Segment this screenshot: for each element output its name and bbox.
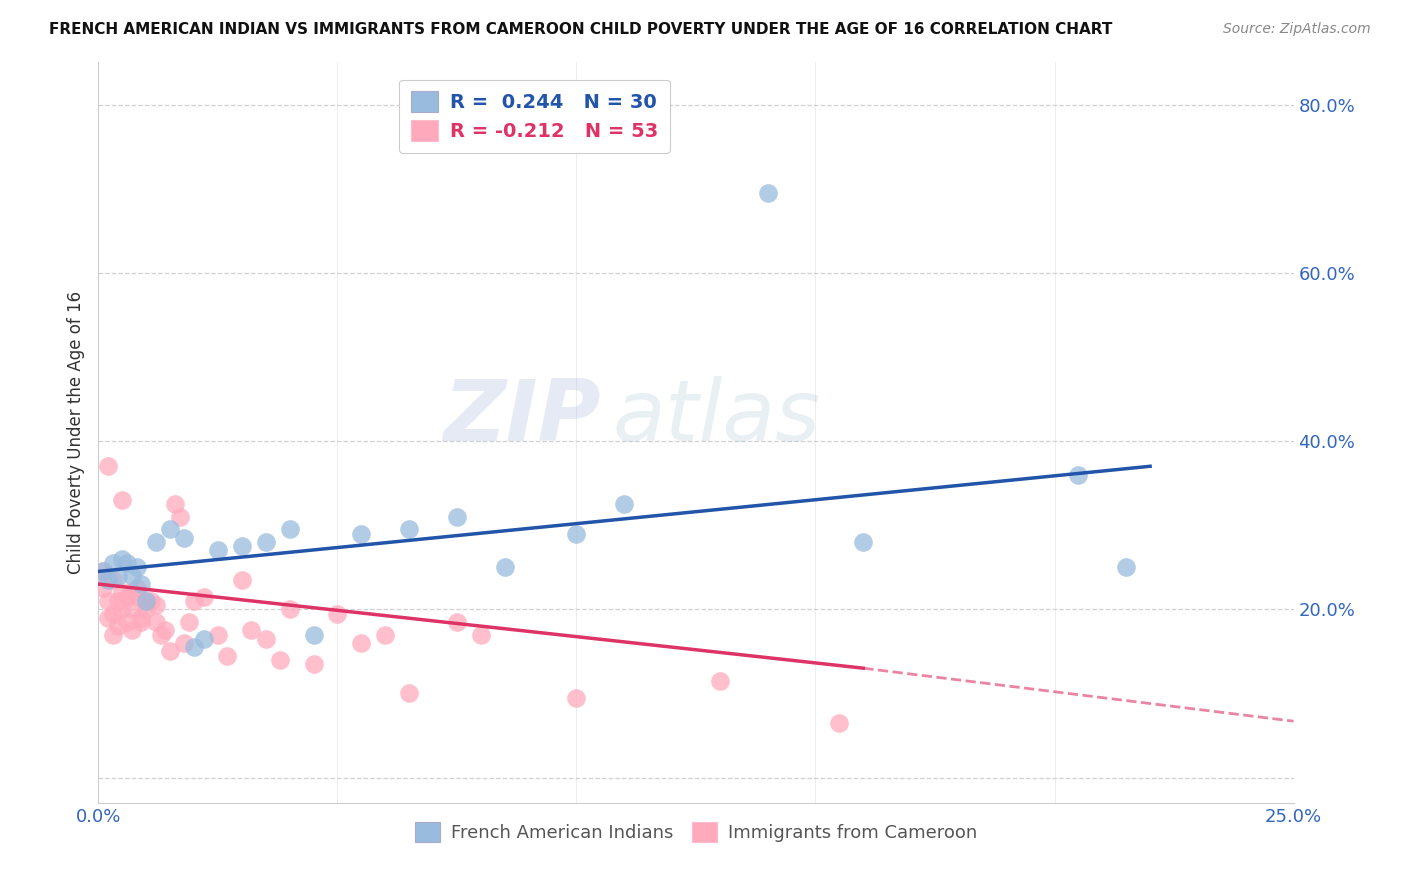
Point (269, 653, 291, 667)
Point (159, 522, 181, 536)
Point (111, 551, 134, 566)
Point (111, 585, 134, 599)
Point (254, 535, 277, 549)
Point (91, 565, 114, 579)
Point (709, 673, 731, 688)
Point (302, 627, 325, 641)
Point (101, 607, 124, 621)
Point (613, 497, 636, 511)
Point (350, 636, 373, 650)
Point (254, 632, 277, 646)
Point (169, 509, 191, 524)
Point (565, 526, 588, 541)
Point (446, 615, 468, 629)
Point (125, 590, 148, 604)
Point (131, 577, 153, 591)
Point (163, 497, 186, 511)
Point (217, 648, 239, 663)
Point (828, 715, 851, 730)
Point (302, 657, 325, 671)
Point (565, 690, 588, 705)
Point (101, 573, 124, 587)
Point (115, 556, 138, 570)
Point (121, 585, 143, 599)
Point (494, 560, 516, 574)
Point (149, 627, 172, 641)
Point (145, 535, 167, 549)
Point (115, 590, 138, 604)
Legend: French American Indians, Immigrants from Cameroon: French American Indians, Immigrants from… (404, 812, 988, 853)
Point (159, 644, 181, 658)
Point (852, 535, 875, 549)
Point (135, 594, 157, 608)
Point (240, 624, 263, 638)
Point (125, 581, 148, 595)
Point (135, 602, 157, 616)
Point (155, 624, 177, 638)
Y-axis label: Child Poverty Under the Age of 16: Child Poverty Under the Age of 16 (66, 291, 84, 574)
Point (131, 615, 153, 629)
Point (446, 509, 468, 524)
Text: Source: ZipAtlas.com: Source: ZipAtlas.com (1223, 22, 1371, 37)
Point (173, 531, 195, 545)
Point (756, 186, 779, 200)
Point (470, 627, 492, 641)
Point (1115, 560, 1137, 574)
Point (121, 568, 143, 582)
Point (231, 573, 253, 587)
Point (131, 610, 153, 624)
Point (91, 565, 114, 579)
Point (125, 560, 148, 574)
Point (97, 610, 120, 624)
Text: atlas: atlas (613, 376, 820, 459)
Point (97, 594, 120, 608)
Point (374, 627, 396, 641)
Point (121, 602, 143, 616)
Text: ZIP: ZIP (443, 376, 600, 459)
Point (1067, 467, 1090, 482)
Point (107, 568, 129, 582)
Point (207, 543, 229, 558)
Point (97, 459, 120, 474)
Point (107, 619, 129, 633)
Point (398, 522, 420, 536)
Point (326, 607, 349, 621)
Point (101, 556, 124, 570)
Point (350, 526, 373, 541)
Point (231, 539, 253, 553)
Point (111, 492, 134, 507)
Point (145, 615, 167, 629)
Point (278, 602, 301, 616)
Point (145, 598, 167, 612)
Point (101, 627, 124, 641)
Point (278, 522, 301, 536)
Point (193, 590, 215, 604)
Point (97, 573, 120, 587)
Point (183, 594, 205, 608)
Point (183, 640, 205, 655)
Point (207, 627, 229, 641)
Text: FRENCH AMERICAN INDIAN VS IMMIGRANTS FROM CAMEROON CHILD POVERTY UNDER THE AGE O: FRENCH AMERICAN INDIAN VS IMMIGRANTS FRO… (49, 22, 1112, 37)
Point (91, 581, 114, 595)
Point (121, 624, 143, 638)
Point (398, 686, 420, 700)
Point (179, 615, 201, 629)
Point (193, 632, 215, 646)
Point (107, 594, 129, 608)
Point (115, 615, 138, 629)
Point (173, 636, 195, 650)
Point (139, 594, 162, 608)
Point (111, 602, 134, 616)
Point (135, 594, 157, 608)
